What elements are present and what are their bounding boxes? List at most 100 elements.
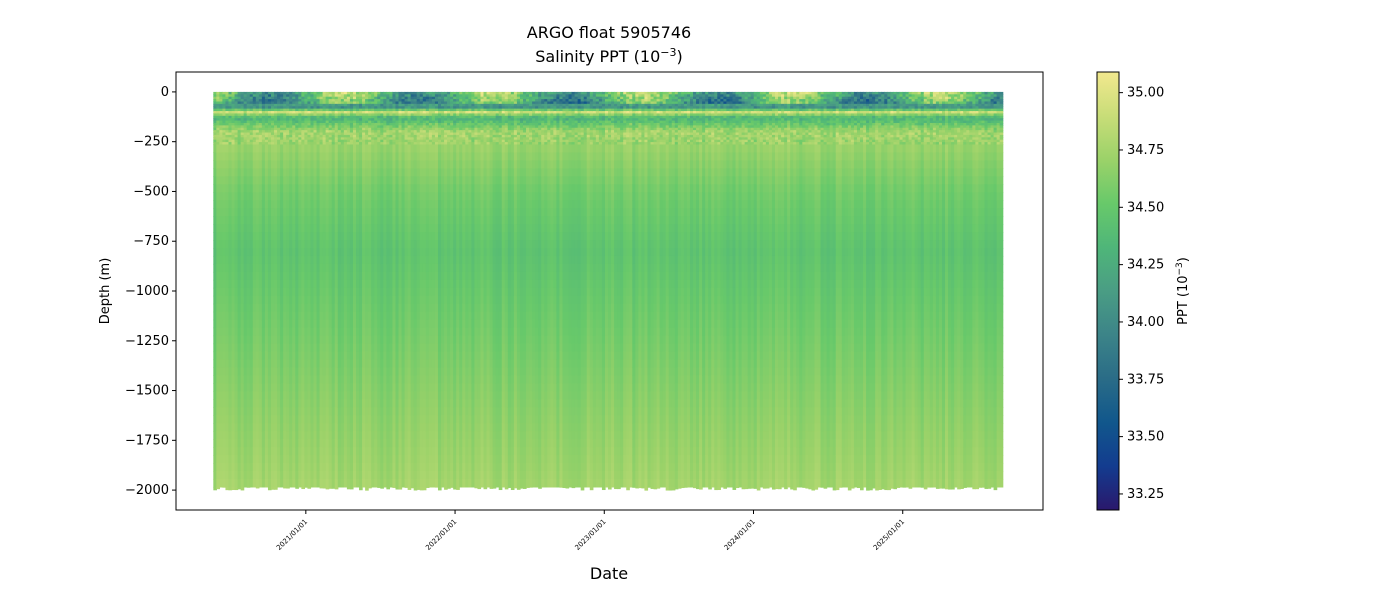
heatmap-cell <box>264 108 269 112</box>
heatmap-cell <box>213 255 217 265</box>
heatmap-cell <box>249 94 254 98</box>
heatmap-cell <box>231 407 236 416</box>
heatmap-cell <box>295 96 299 100</box>
heatmap-cell <box>255 125 260 129</box>
heatmap-cell <box>283 122 287 126</box>
heatmap-cell <box>295 240 299 249</box>
heatmap-cell <box>274 439 278 448</box>
heatmap-cell <box>304 120 309 124</box>
heatmap-cell <box>261 391 266 400</box>
heatmap-cell <box>246 91 251 95</box>
heatmap-cell <box>264 399 269 408</box>
heatmap-cell <box>255 263 260 273</box>
heatmap-cell <box>246 99 251 103</box>
heatmap-cell <box>228 132 233 136</box>
heatmap-cell <box>246 142 251 146</box>
heatmap-cell <box>246 407 251 416</box>
heatmap-cell <box>301 375 305 384</box>
heatmap-cell <box>286 101 290 105</box>
heatmap-cell <box>249 122 254 126</box>
heatmap-cell <box>222 470 227 480</box>
heatmap-cell <box>310 120 315 124</box>
heatmap-cell <box>304 367 309 377</box>
heatmap-cell <box>249 407 254 416</box>
heatmap-cell <box>277 96 281 100</box>
heatmap-cell <box>243 208 248 217</box>
heatmap-cell <box>274 423 278 432</box>
heatmap-cell <box>280 130 284 134</box>
heatmap-cell <box>298 125 302 129</box>
heatmap-cell <box>274 111 278 115</box>
heatmap-cell <box>267 463 272 472</box>
heatmap-cell <box>310 359 315 369</box>
heatmap-cell <box>240 127 245 131</box>
heatmap-cell <box>298 447 302 456</box>
heatmap-cell <box>249 115 254 119</box>
heatmap-cell <box>213 447 217 456</box>
heatmap-cell <box>237 383 242 392</box>
heatmap-cell <box>246 125 251 129</box>
heatmap-cell <box>225 351 230 361</box>
heatmap-cell <box>216 99 220 103</box>
heatmap-cell <box>270 111 275 115</box>
heatmap-cell <box>298 271 302 281</box>
heatmap-cell <box>240 263 245 273</box>
heatmap-cell <box>258 108 263 112</box>
heatmap-cell <box>246 224 251 233</box>
heatmap-cell <box>261 463 266 472</box>
heatmap-cell <box>267 375 272 384</box>
heatmap-cell <box>225 184 230 193</box>
heatmap-cell <box>231 106 236 110</box>
heatmap-cell <box>243 152 248 161</box>
heatmap-cell <box>286 94 290 98</box>
heatmap-cell <box>240 287 245 297</box>
heatmap-cell <box>240 208 245 217</box>
heatmap-cell <box>225 120 230 124</box>
heatmap-cell <box>264 130 269 134</box>
heatmap-cell <box>222 139 227 143</box>
heatmap-cell <box>283 127 287 131</box>
heatmap-cell <box>274 137 278 141</box>
heatmap-cell <box>231 127 236 131</box>
heatmap-cell <box>243 279 248 289</box>
heatmap-cell <box>261 118 266 122</box>
heatmap-cell <box>219 423 224 432</box>
heatmap-cell <box>258 200 263 209</box>
heatmap-cell <box>252 168 257 177</box>
heatmap-cell <box>304 96 309 100</box>
heatmap-cell <box>310 122 315 126</box>
heatmap-cell <box>283 279 287 289</box>
heatmap-cell <box>310 295 315 305</box>
heatmap-cell <box>307 113 312 117</box>
heatmap-cell <box>295 176 299 185</box>
heatmap-cell <box>298 311 302 321</box>
heatmap-cell <box>225 99 230 103</box>
heatmap-cell <box>289 176 293 185</box>
heatmap-cell <box>219 122 224 126</box>
heatmap-cell <box>301 99 305 103</box>
heatmap-cell <box>246 130 251 134</box>
heatmap-cell <box>270 132 275 136</box>
heatmap-cell <box>267 120 272 124</box>
heatmap-cell <box>283 152 287 161</box>
heatmap-cell <box>283 470 287 480</box>
heatmap-cell <box>216 113 220 117</box>
heatmap-cell <box>261 106 266 110</box>
heatmap-cell <box>310 263 315 273</box>
heatmap-cell <box>234 108 239 112</box>
heatmap-cell <box>280 134 284 138</box>
heatmap-cell <box>234 103 239 107</box>
heatmap-cell <box>234 137 239 141</box>
heatmap-cell <box>249 327 254 337</box>
heatmap-cell <box>213 431 217 440</box>
heatmap-cell <box>286 99 290 103</box>
heatmap-cell <box>274 130 278 134</box>
heatmap-cell <box>277 248 281 257</box>
heatmap-cell <box>304 279 309 289</box>
heatmap-cell <box>243 142 248 146</box>
heatmap-cell <box>270 118 275 122</box>
heatmap-cell <box>283 359 287 369</box>
heatmap-cell <box>295 351 299 361</box>
heatmap-cell <box>249 208 254 217</box>
heatmap-cell <box>267 94 272 98</box>
